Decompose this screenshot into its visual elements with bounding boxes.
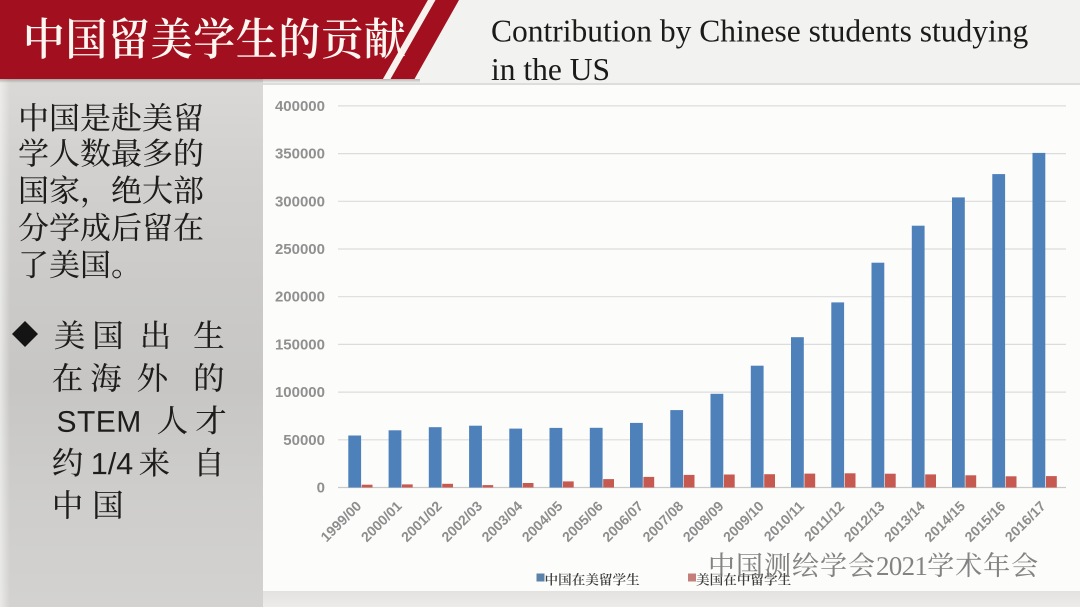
svg-text:2009/10: 2009/10 <box>720 498 767 545</box>
svg-text:150000: 150000 <box>275 336 325 353</box>
svg-text:2005/06: 2005/06 <box>559 498 606 545</box>
svg-text:2014/15: 2014/15 <box>921 498 968 545</box>
svg-text:350000: 350000 <box>275 146 325 163</box>
svg-text:2007/08: 2007/08 <box>639 498 686 545</box>
svg-text:2000/01: 2000/01 <box>358 498 405 545</box>
svg-text:2008/09: 2008/09 <box>680 498 727 545</box>
svg-text:50000: 50000 <box>283 432 325 449</box>
svg-text:2001/02: 2001/02 <box>398 498 445 545</box>
svg-text:200000: 200000 <box>275 289 325 306</box>
svg-text:2006/07: 2006/07 <box>599 498 646 545</box>
svg-text:250000: 250000 <box>275 241 325 258</box>
svg-text:0: 0 <box>317 480 325 497</box>
svg-text:2002/03: 2002/03 <box>438 498 485 545</box>
svg-text:Contribution by Chinese studen: Contribution by Chinese students studyin… <box>491 14 1029 49</box>
svg-text:1999/00: 1999/00 <box>317 498 364 545</box>
svg-text:2003/04: 2003/04 <box>478 498 525 545</box>
svg-text:2013/14: 2013/14 <box>881 498 928 545</box>
svg-text:100000: 100000 <box>275 384 325 401</box>
svg-text:in the US: in the US <box>491 52 610 87</box>
svg-text:2015/16: 2015/16 <box>961 498 1008 545</box>
svg-text:2010/11: 2010/11 <box>761 498 808 545</box>
svg-text:300000: 300000 <box>275 193 325 210</box>
svg-text:2012/13: 2012/13 <box>841 498 888 545</box>
svg-text:2004/05: 2004/05 <box>519 498 566 545</box>
svg-text:400000: 400000 <box>275 98 325 115</box>
svg-text:2016/17: 2016/17 <box>1002 498 1049 545</box>
svg-text:2011/12: 2011/12 <box>801 498 848 545</box>
